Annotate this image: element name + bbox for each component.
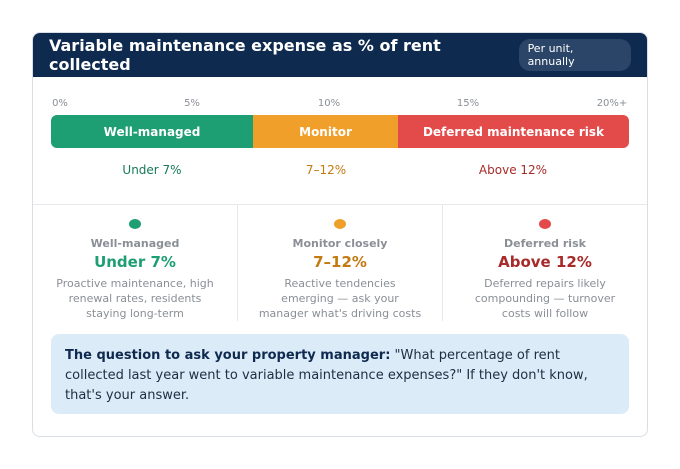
green-dot-icon	[129, 219, 141, 229]
orange-dot-icon	[334, 219, 346, 229]
tier-description: Reactive tendencies emerging — ask your …	[258, 277, 422, 320]
period-badge: Per unit, annually	[518, 39, 631, 71]
callout-body: "What percentage of rent collected last …	[65, 348, 588, 403]
tier-value: 7–12%	[313, 253, 367, 271]
tier-description: Proactive maintenance, high renewal rate…	[56, 277, 214, 320]
tick-5: 5%	[184, 98, 200, 109]
tick-20: 20%+	[596, 98, 628, 109]
tier-description: Deferred repairs likely compounding — tu…	[474, 277, 616, 320]
tier-label: Deferred risk	[504, 237, 586, 250]
card-header: Variable maintenance expense as % of ren…	[33, 33, 647, 77]
segment-monitor: Monitor	[253, 115, 398, 148]
tick-10: 10%	[317, 98, 341, 109]
card-title: Variable maintenance expense as % of ren…	[49, 36, 441, 74]
range-label-above-12: Above 12%	[478, 163, 548, 177]
tier-label: Monitor closely	[292, 237, 388, 250]
tier-columns: Well-managed Under 7% Proactive maintena…	[33, 205, 647, 321]
range-label-under-7: Under 7%	[122, 163, 182, 177]
tier-label: Well-managed	[90, 237, 180, 250]
tick-0: 0%	[52, 98, 68, 109]
segment-deferred: Deferred maintenance risk	[398, 115, 629, 148]
tier-value: Under 7%	[94, 253, 176, 271]
tick-15: 15%	[456, 98, 480, 109]
range-bar: Well-managed Monitor Deferred maintenanc…	[51, 115, 629, 148]
callout-lead: The question to ask your property manage…	[65, 348, 391, 363]
manager-question-callout: The question to ask your property manage…	[51, 334, 629, 414]
range-label-7-12: 7–12%	[305, 163, 347, 177]
tier-monitor: Monitor closely 7–12% Reactive tendencie…	[237, 205, 442, 321]
tier-value: Above 12%	[498, 253, 592, 271]
percentage-scale: 0% 5% 10% 15% 20%+ Well-managed Monitor …	[33, 77, 647, 205]
tier-well-managed: Well-managed Under 7% Proactive maintena…	[33, 205, 237, 321]
tier-deferred: Deferred risk Above 12% Deferred repairs…	[442, 205, 647, 321]
expense-card: Variable maintenance expense as % of ren…	[32, 32, 648, 437]
red-dot-icon	[539, 219, 551, 229]
segment-well-managed: Well-managed	[51, 115, 253, 148]
